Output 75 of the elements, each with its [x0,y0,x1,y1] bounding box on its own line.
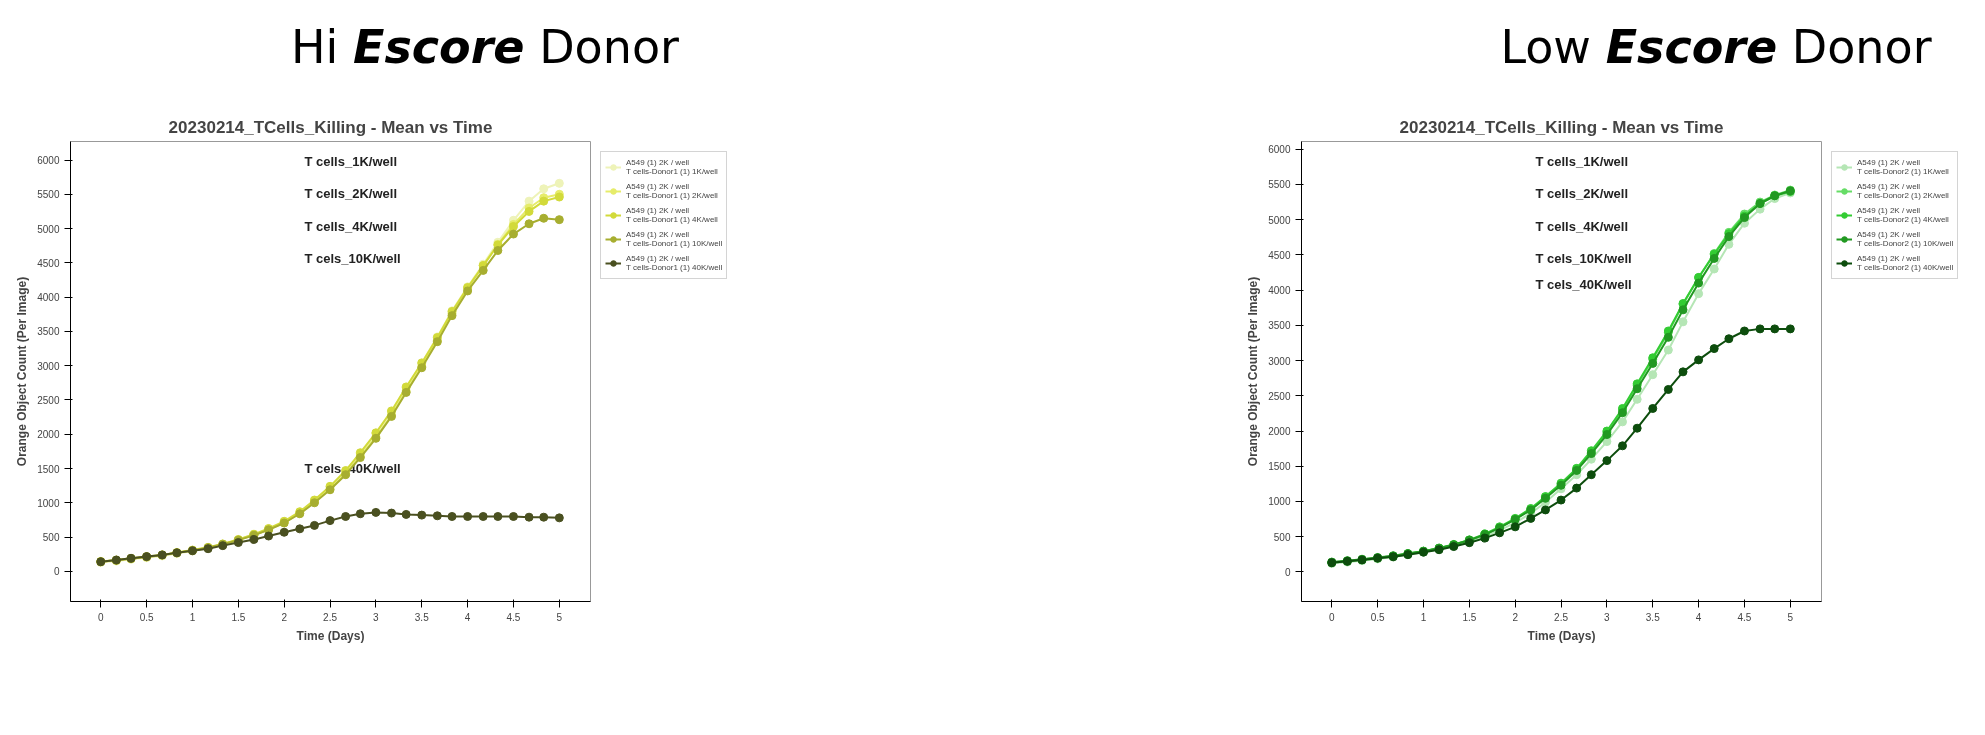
x-tick-label: 4 [1695,611,1702,623]
y-tick-label: 4000 [1268,285,1291,297]
annotation: T cells_4K/well [1535,218,1628,234]
annotation: T cels_10K/well [1535,250,1632,266]
x-tick-label: 1.5 [231,611,246,623]
x-tick-label: 2.5 [1554,611,1569,623]
y-tick-label: 2000 [37,429,60,441]
x-tick-label: 0 [97,611,104,623]
y-tick-label: 4000 [37,292,60,304]
y-tick-label: 2500 [37,394,60,406]
x-tick-label: 2.5 [323,611,338,623]
y-tick-label: 500 [42,532,60,544]
y-tick-label: 0 [53,566,60,578]
legend-label: A549 (1) 2K / well T cells-Donor2 (1) 1K/well [1857,157,1949,178]
x-tick-label: 4 [464,611,471,623]
legend-label: A549 (1) 2K / well T cells-Donor1 (1) 10K/well [626,229,723,250]
x-tick-label: 2 [1512,611,1519,623]
legend-label: A549 (1) 2K / well T cells-Donor1 (1) 4K/well [626,205,718,226]
legend-label: A549 (1) 2K / well T cells-Donor2 (1) 40K/well [1857,253,1954,274]
x-tick-label: 3.5 [1645,611,1661,623]
annotation: T cells_2K/well [304,186,397,202]
annotation: T cells_2K/well [1535,186,1628,202]
y-tick-label: 6000 [37,155,60,167]
y-tick-label: 5000 [1268,214,1291,226]
y-tick-label: 1500 [37,463,60,475]
x-tick-label: 0.5 [139,611,155,623]
chart-subtitle: 20230214_TCells_Killing - Mean vs Time [168,117,493,137]
x-tick-label: 1 [189,611,196,623]
y-tick-label: 5500 [37,189,60,201]
y-tick-label: 2000 [1268,426,1291,438]
y-tick-label: 5000 [37,223,60,235]
y-tick-label: 3500 [37,326,60,338]
y-tick-label: 3500 [1268,320,1291,332]
y-tick-label: 0 [1284,566,1291,578]
y-axis-title: Orange Object Count (Per Image) [15,276,30,467]
x-tick-label: 5 [556,611,563,623]
x-tick-label: 3 [373,611,380,623]
x-tick-label: 5 [1787,611,1794,623]
x-tick-label: 1 [1420,611,1427,623]
x-tick-label: 2 [281,611,288,623]
x-tick-label: 0 [1328,611,1335,623]
legend-label: A549 (1) 2K / well T cells-Donor2 (1) 4K/well [1857,205,1949,226]
y-tick-label: 1000 [37,497,60,509]
x-axis-title: Time (Days) [296,628,365,643]
x-tick-label: 0.5 [1370,611,1386,623]
annotation: T cells_4K/well [304,218,397,234]
x-axis-title: Time (Days) [1527,628,1596,643]
y-tick-label: 2500 [1268,390,1291,402]
legend-label: A549 (1) 2K / well T cells-Donor1 (1) 40K/well [626,253,723,274]
chart-title: Low Escore Donor [1500,19,1932,76]
legend-label: A549 (1) 2K / well T cells-Donor2 (1) 2K/well [1857,181,1949,202]
x-tick-label: 3 [1604,611,1611,623]
annotation: T cels_10K/well [304,250,401,266]
x-tick-label: 4.5 [506,611,521,623]
legend-label: A549 (1) 2K / well T cells-Donor1 (1) 1K/well [626,157,718,178]
y-tick-label: 1000 [1268,496,1291,508]
x-tick-label: 4.5 [1737,611,1752,623]
y-tick-label: 6000 [1268,144,1291,156]
chart-title: Hi Escore Donor [291,19,679,76]
annotation: T cels_40K/well [1535,277,1632,293]
y-tick-label: 500 [1273,531,1291,543]
legend-label: A549 (1) 2K / well T cells-Donor1 (1) 2K/well [626,181,718,202]
x-tick-label: 3.5 [414,611,430,623]
annotation: T cells_1K/well [1535,154,1628,170]
y-tick-label: 4500 [1268,249,1291,261]
legend-label: A549 (1) 2K / well T cells-Donor2 (1) 10K/well [1857,229,1954,250]
y-tick-label: 5500 [1268,179,1291,191]
y-axis-title: Orange Object Count (Per Image) [1246,276,1261,467]
y-tick-label: 3000 [1268,355,1291,367]
y-tick-label: 1500 [1268,461,1291,473]
x-tick-label: 1.5 [1462,611,1477,623]
annotation: T cells_1K/well [304,154,397,170]
chart-subtitle: 20230214_TCells_Killing - Mean vs Time [1399,117,1724,137]
y-tick-label: 3000 [37,360,60,372]
y-tick-label: 4500 [37,257,60,269]
